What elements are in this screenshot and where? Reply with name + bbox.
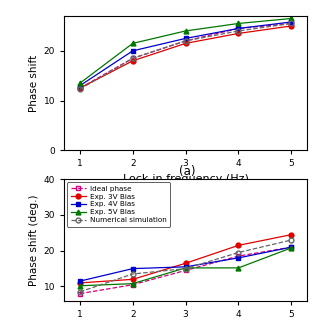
Text: (a): (a) bbox=[179, 165, 196, 178]
Y-axis label: Phase shift (deg.): Phase shift (deg.) bbox=[29, 194, 39, 286]
Y-axis label: Phase shift: Phase shift bbox=[29, 55, 39, 112]
Legend: Ideal phase, Exp. 3V Bias, Exp. 4V Bias, Exp. 5V Bias, Numerical simulation: Ideal phase, Exp. 3V Bias, Exp. 4V Bias,… bbox=[67, 182, 170, 227]
X-axis label: Lock-in frequency (Hz): Lock-in frequency (Hz) bbox=[123, 174, 249, 184]
